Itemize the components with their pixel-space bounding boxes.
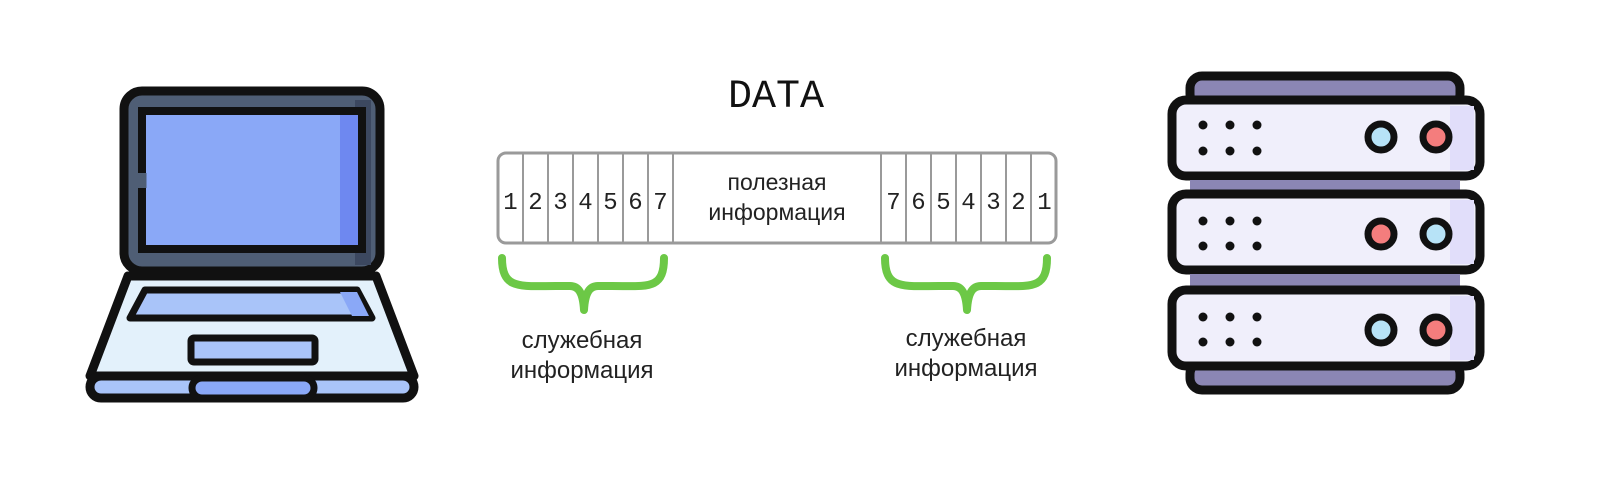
laptop-icon <box>85 86 419 403</box>
payload-label-line2: информация <box>708 199 845 225</box>
header-cell-number: 6 <box>628 190 642 217</box>
trailer-cell: 2 <box>1011 154 1032 242</box>
header-cell: 2 <box>528 154 549 242</box>
header-cell: 3 <box>553 154 574 242</box>
trailer-cell: 1 <box>1037 190 1051 217</box>
server-unit-3 <box>1167 285 1485 371</box>
trailer-cell-number: 6 <box>911 190 925 217</box>
trailer-cell-number: 4 <box>961 190 975 217</box>
header-cell: 4 <box>578 154 599 242</box>
header-cell: 5 <box>603 154 624 242</box>
server-unit-1 <box>1167 95 1485 181</box>
header-cell-number: 7 <box>653 190 667 217</box>
header-cell-number: 1 <box>503 190 517 217</box>
header-cell-number: 5 <box>603 190 617 217</box>
right-caption-line1: служебная <box>906 325 1027 352</box>
status-led-blue <box>1419 217 1453 251</box>
header-cell-number: 4 <box>578 190 592 217</box>
trailer-cell-number: 3 <box>986 190 1000 217</box>
packet-outline <box>496 151 1058 245</box>
payload-label-line1: полезная <box>728 169 827 195</box>
left-brace <box>498 254 668 314</box>
server-rack-icon <box>1167 71 1485 395</box>
header-cell: 6 <box>628 154 649 242</box>
trailer-cell-number: 1 <box>1037 190 1051 217</box>
status-led-blue <box>1364 313 1398 347</box>
status-led-red <box>1419 120 1453 154</box>
header-cell-number: 3 <box>553 190 567 217</box>
trailer-cell-number: 2 <box>1011 190 1025 217</box>
status-led-red <box>1419 313 1453 347</box>
left-caption-line1: служебная <box>522 327 643 354</box>
status-led-red <box>1364 217 1398 251</box>
header-cell: 1 <box>503 154 524 242</box>
right-caption-line2: информация <box>894 355 1037 382</box>
trailer-cell-number: 7 <box>886 190 900 217</box>
trailer-cell: 4 <box>961 154 982 242</box>
trailer-cell: 3 <box>986 154 1007 242</box>
header-cell-number: 2 <box>528 190 542 217</box>
trailer-cell: 7 <box>886 154 907 242</box>
trailer-cell: 6 <box>911 154 932 242</box>
server-unit-2 <box>1167 189 1485 275</box>
payload-section: полезная информация <box>708 169 845 225</box>
status-led-blue <box>1364 120 1398 154</box>
header-cell: 7 <box>653 154 674 242</box>
data-title: DATA <box>728 75 824 120</box>
trailer-cell: 5 <box>936 154 957 242</box>
right-brace <box>881 254 1051 314</box>
trailer-cell-number: 5 <box>936 190 950 217</box>
left-caption-line2: информация <box>510 357 653 384</box>
